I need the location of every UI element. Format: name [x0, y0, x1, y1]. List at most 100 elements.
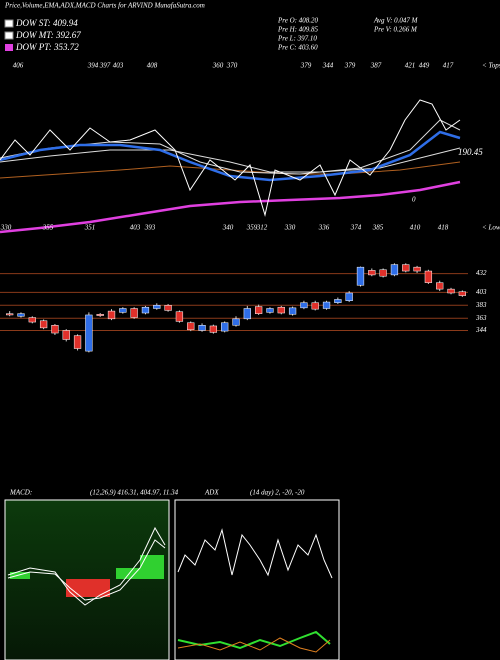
- top-label: 360: [212, 62, 224, 70]
- di-line: [177, 630, 331, 650]
- candle-body: [187, 322, 195, 331]
- y-tick-label: 383: [475, 301, 487, 309]
- low-label: 374: [350, 224, 362, 232]
- adx-values: (14 day) 2, -20, -20: [250, 489, 305, 497]
- macd-lines: [7, 526, 166, 606]
- candle-body: [356, 266, 365, 286]
- low-label: 340: [222, 224, 234, 232]
- macd-title: MACD:: [9, 489, 32, 497]
- stat: Pre L: 397.10: [277, 35, 317, 43]
- low-label: 351: [84, 224, 96, 232]
- candle-body: [277, 306, 285, 314]
- low-label: 403: [130, 224, 141, 232]
- candle-body: [447, 288, 455, 294]
- y-tick-label: 363: [475, 314, 487, 322]
- candle-body: [85, 314, 93, 352]
- legend-entry: DOW PT: 353.72: [15, 42, 79, 52]
- low-label: 393: [144, 224, 156, 232]
- candle-body: [17, 313, 25, 317]
- candle-body: [300, 302, 308, 309]
- top-label: 370: [226, 62, 238, 70]
- legend-swatch: [4, 19, 14, 28]
- candle-body: [368, 270, 376, 276]
- zero-label: 0: [412, 196, 416, 204]
- di-line: [177, 637, 331, 653]
- stat: Pre C: 403.60: [277, 44, 318, 52]
- candle-body: [107, 310, 116, 320]
- candle-body: [458, 291, 466, 296]
- low-label: 385: [372, 224, 384, 232]
- candle-body: [243, 308, 251, 320]
- top-label: 449: [419, 62, 430, 70]
- lows-label: < Lows: [482, 224, 500, 232]
- legend-swatch: [4, 31, 14, 40]
- stat: Pre H: 409.85: [277, 26, 318, 34]
- macd-histogram: [10, 555, 164, 597]
- top-label: 379: [300, 62, 312, 70]
- candle-body: [175, 311, 184, 322]
- stat: Avg V: 0.047 M: [373, 17, 419, 25]
- ema-label: 190.45: [458, 147, 483, 157]
- top-label: 408: [147, 62, 158, 70]
- candle-body: [198, 325, 206, 331]
- header: Price,Volume,EMA,ADX,MACD Charts for ARV…: [4, 2, 205, 10]
- candle-body: [209, 325, 218, 333]
- ema-line: [0, 180, 461, 234]
- top-label: 417: [443, 62, 454, 70]
- top-label: 397: [99, 62, 111, 70]
- low-label: 418: [438, 224, 449, 232]
- histogram-bar: [66, 579, 110, 597]
- low-label: 336: [318, 224, 330, 232]
- candle-body: [266, 308, 274, 313]
- low-label: 355: [42, 224, 54, 232]
- candle-body: [6, 313, 14, 316]
- ema-line: [0, 147, 461, 173]
- histogram-bar: [10, 572, 30, 579]
- stat: Pre O: 408.20: [277, 17, 318, 25]
- legend-entry: DOW MT: 392.67: [15, 30, 81, 40]
- candle-body: [424, 270, 433, 283]
- legend-swatch: [5, 44, 13, 51]
- candle-body: [311, 302, 319, 310]
- y-tick-label: 432: [476, 269, 487, 277]
- histogram-bar: [140, 555, 164, 579]
- candle-body: [379, 269, 387, 277]
- candle-body: [413, 266, 421, 272]
- candle-body: [402, 264, 410, 272]
- top-label: 394: [87, 62, 99, 70]
- candle-body: [288, 307, 297, 315]
- legend-entry: DOW ST: 409.94: [15, 18, 78, 28]
- candle-body: [232, 318, 240, 326]
- adx-line: [177, 528, 333, 579]
- ema-line: [0, 130, 461, 182]
- low-label: 312: [256, 224, 268, 232]
- macd-values: (12,26,9) 416.31, 404.97, 11.34: [90, 489, 179, 497]
- candle-body: [164, 305, 172, 311]
- candle-body: [390, 264, 399, 276]
- y-tick-label: 344: [475, 326, 487, 334]
- candle-body: [254, 306, 263, 314]
- top-label: 406: [13, 62, 24, 70]
- candle-body: [141, 306, 150, 314]
- candle-body: [322, 301, 331, 309]
- candle-body: [345, 292, 353, 301]
- candle-body: [436, 282, 444, 290]
- candle-body: [334, 299, 342, 303]
- adx-title: ADX: [204, 489, 219, 497]
- adx-panel: [174, 499, 340, 660]
- candle-body: [96, 314, 104, 316]
- candle-body: [119, 308, 127, 313]
- candle-body: [73, 335, 82, 349]
- macd-line: [7, 526, 166, 606]
- price-line: [0, 99, 461, 217]
- low-label: 330: [284, 224, 296, 232]
- top-label: 387: [370, 62, 382, 70]
- low-label: 410: [410, 224, 421, 232]
- candle-body: [39, 320, 48, 329]
- candle-body: [221, 322, 229, 332]
- low-label: 359: [246, 224, 258, 232]
- low-label: 330: [0, 224, 12, 232]
- candle-body: [51, 325, 59, 334]
- top-label: 421: [405, 62, 416, 70]
